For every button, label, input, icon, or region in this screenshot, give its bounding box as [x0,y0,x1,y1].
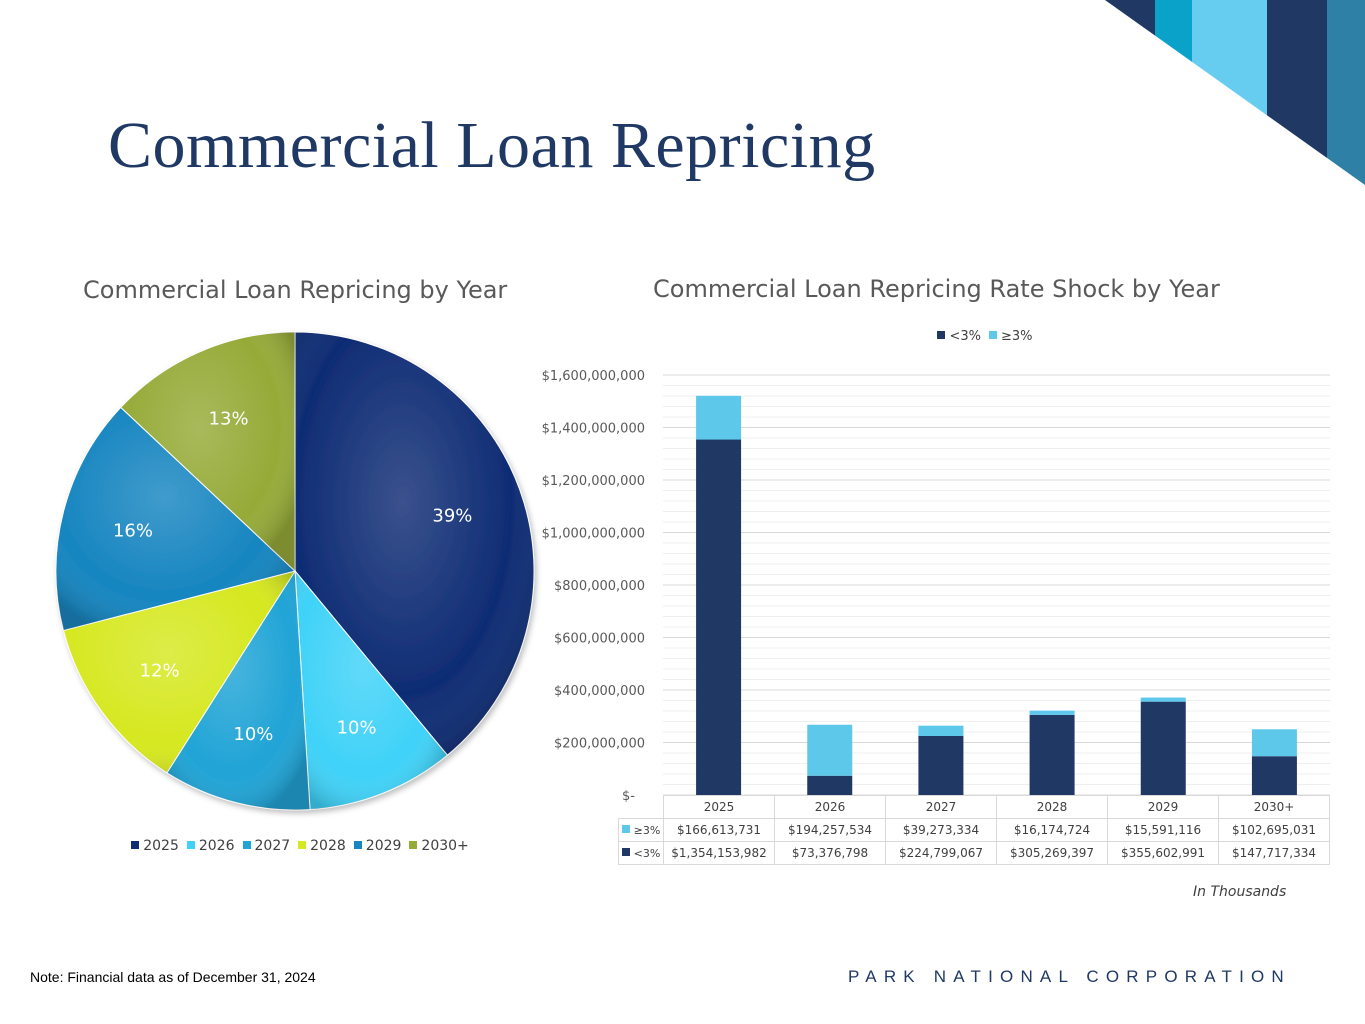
legend-label: 2030+ [421,838,469,854]
table-col-header: 2030+ [1218,795,1330,819]
pie-data-labels: 39% 10% 10% 12% 16% 13% [113,408,472,745]
pie-chart-title: Commercial Loan Repricing by Year [83,276,508,304]
pie-data-label: 12% [140,660,180,681]
pie-legend-item: 2027 [242,838,291,854]
pie-legend-item: 2029 [353,838,402,854]
legend-swatch [409,841,418,849]
legend-swatch [298,841,307,849]
table-cell: $224,799,067 [885,841,997,865]
legend-swatch [621,824,630,833]
pie-data-label: 10% [233,724,273,745]
pie-legend-item: 2028 [298,838,346,854]
pie-slice-shade [56,407,296,631]
table-cell: $147,717,334 [1218,841,1330,865]
y-tick-label: $600,000,000 [554,632,645,647]
table-col-header: 2025 [663,795,775,819]
legend-swatch [186,841,195,849]
page-title: Commercial Loan Repricing [108,109,876,182]
unit-note: In Thousands [1193,884,1287,900]
y-tick-label: $400,000,000 [554,684,645,699]
legend-swatch [989,331,997,339]
bar-2026-ge3 [807,724,853,776]
table-row-header: ≥3% [618,818,664,842]
legend-label: ≥3% [1001,329,1033,344]
bar-2029-lt3 [1140,701,1186,795]
data-table-header-row: 2025 2026 2027 2028 2029 2030+ [619,795,1330,819]
table-cell: $194,257,534 [774,818,886,842]
pie-chart: 39% 10% 10% 12% 16% 13% [55,331,535,811]
legend-swatch [131,841,140,849]
legend-swatch [242,841,251,849]
pie-data-label: 39% [432,505,472,526]
table-col-header: 2028 [996,795,1108,819]
bar-2028-lt3 [1029,714,1075,795]
y-tick-label: $200,000,000 [554,737,645,752]
bar-legend: <3% ≥3% [660,329,1310,344]
pie-data-label: 10% [337,718,377,739]
bar-legend-item: ≥3% [989,329,1033,344]
legend-label: 2028 [310,838,346,854]
corner-stripes [1105,0,1365,185]
table-cell: $102,695,031 [1218,818,1330,842]
pie-slice-shade [120,332,296,571]
pie-legend: 2025 2026 2027 2028 2029 2030+ [0,838,600,854]
table-cell: $305,269,397 [996,841,1108,865]
legend-label: 2027 [254,838,291,854]
pie-slices [55,331,535,811]
pie-legend-item: 2026 [186,838,235,854]
bar-2030+-ge3 [1251,729,1297,757]
table-row-header: <3% [618,841,664,865]
pie-slice-shade [295,571,448,810]
bar-chart-title: Commercial Loan Repricing Rate Shock by … [653,275,1220,303]
bar-2027-lt3 [918,735,964,795]
pie-slice-shade [166,571,311,810]
legend-swatch [353,841,362,849]
pie-legend-item: 2030+ [409,838,469,854]
bar-2025-lt3 [696,439,742,795]
data-table-row-lt3: <3% $1,354,153,982 $73,376,798 $224,799,… [618,841,1330,865]
bar-legend-item: <3% [937,329,981,344]
table-col-header: 2029 [1107,795,1219,819]
bar-2030+-lt3 [1251,756,1297,795]
pie-slice-shade [295,332,534,756]
y-tick-label: $800,000,000 [554,579,645,594]
table-cell: $166,613,731 [663,818,775,842]
table-cell: $73,376,798 [774,841,886,865]
bar-2025-ge3 [696,395,742,440]
data-table: 2025 2026 2027 2028 2029 2030+ ≥3% $166,… [618,795,1330,865]
legend-label: <3% [949,329,981,344]
pie-data-label: 13% [209,408,249,429]
bar-gridlines [663,374,1330,796]
table-cell: $39,273,334 [885,818,997,842]
table-col-header: 2027 [885,795,997,819]
legend-swatch [621,847,630,856]
bar-2028-ge3 [1029,710,1075,715]
bar-bars [696,395,1297,795]
footnote: Note: Financial data as of December 31, … [30,969,316,985]
bar-2026-lt3 [807,775,853,795]
bar-2029-ge3 [1140,697,1186,702]
legend-label: 2026 [198,838,235,854]
pie-slice-shade [63,571,296,773]
legend-swatch [937,331,946,339]
corner-decoration [1105,0,1365,185]
table-cell: $16,174,724 [996,818,1108,842]
legend-label: 2025 [143,838,179,854]
table-cell: $355,602,991 [1107,841,1219,865]
pie-legend-item: 2025 [131,838,179,854]
table-col-header: 2026 [774,795,886,819]
pie-data-label: 16% [113,520,153,541]
legend-label: 2029 [365,838,402,854]
data-table-row-ge3: ≥3% $166,613,731 $194,257,534 $39,273,33… [618,818,1330,842]
table-cell: $1,354,153,982 [663,841,775,865]
company-name: PARK NATIONAL CORPORATION [848,967,1291,986]
bar-2027-ge3 [918,725,964,736]
table-cell: $15,591,116 [1107,818,1219,842]
